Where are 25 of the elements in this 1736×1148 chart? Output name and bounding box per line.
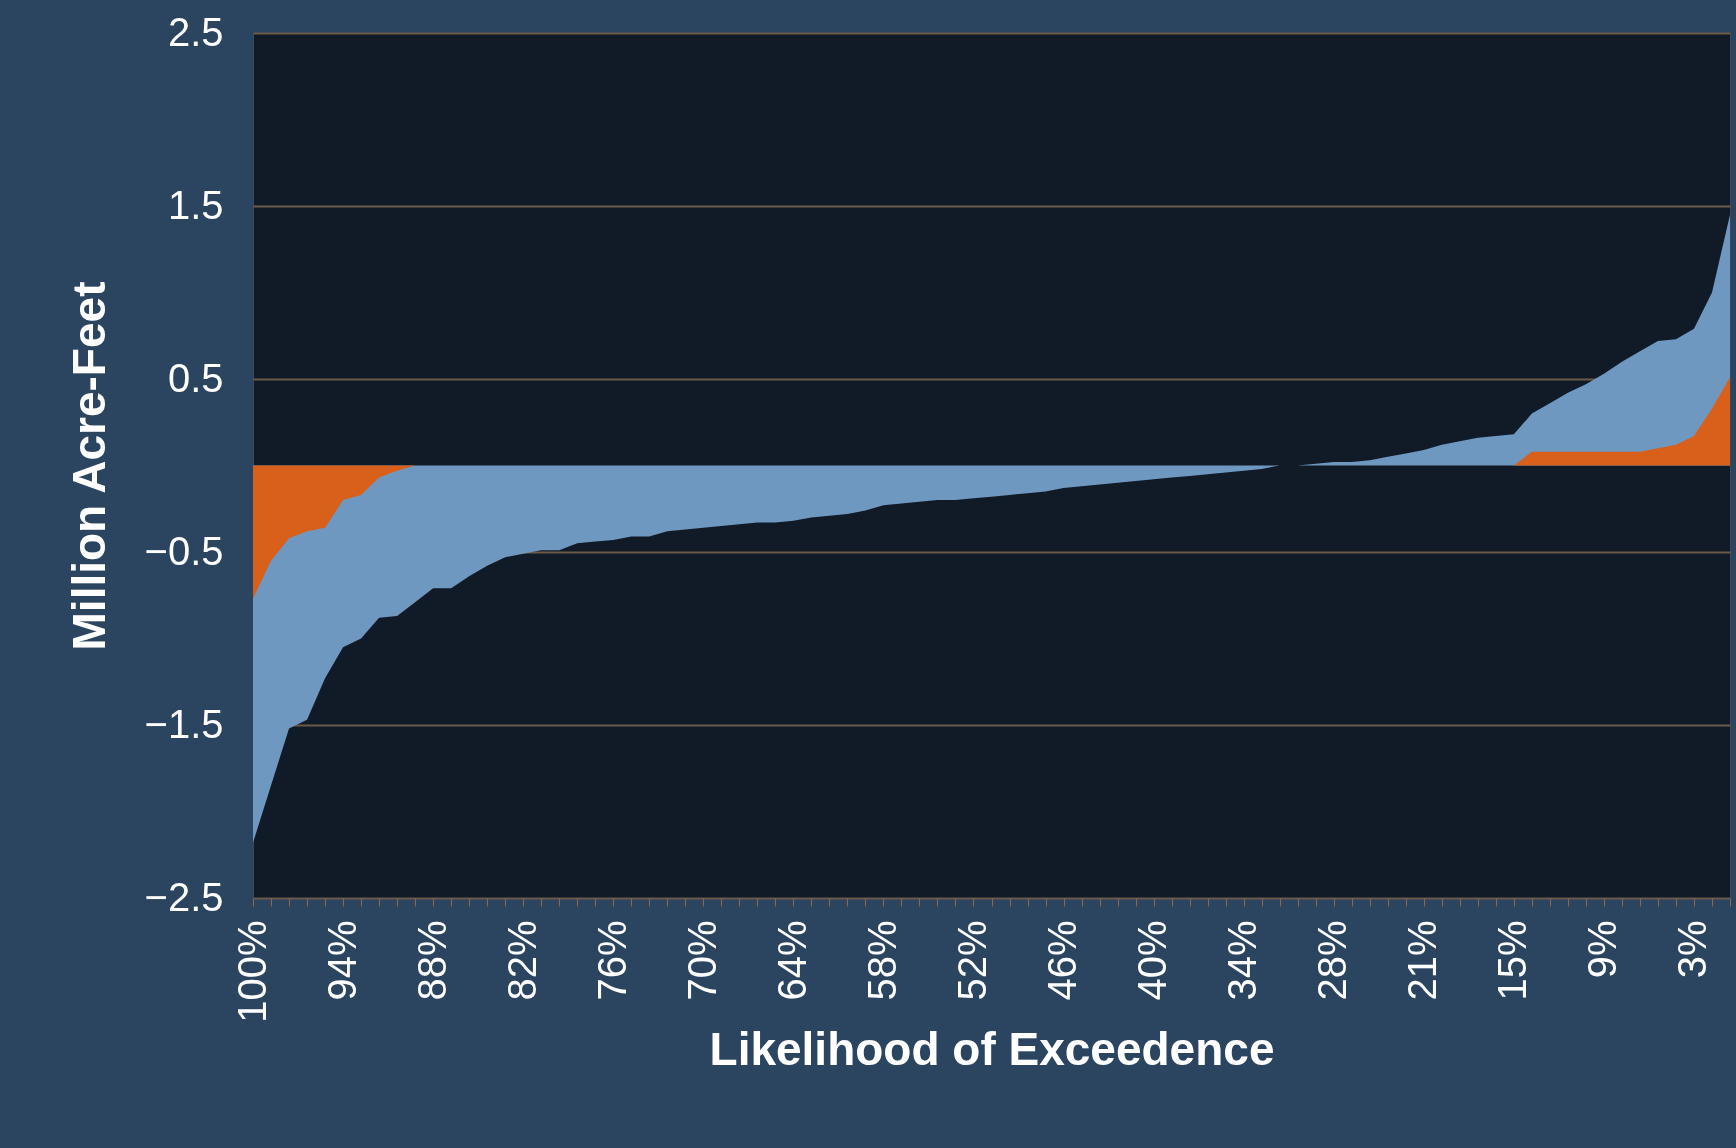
x-tick-label: 9% [1580,920,1625,979]
x-tick-label: 100% [229,920,274,1023]
x-tick-label: 88% [409,920,454,1001]
x-tick-label: 70% [679,920,724,1001]
y-tick-label: 0.5 [167,355,224,400]
x-tick-label: 82% [499,920,544,1001]
y-tick-label: 1.5 [167,182,224,227]
x-tick-label: 40% [1130,920,1175,1001]
y-tick-label: −1.5 [144,701,224,746]
x-tick-label: 76% [589,920,634,1001]
x-tick-label: 52% [949,920,994,1001]
x-tick-label: 28% [1310,920,1355,1001]
x-tick-label: 21% [1400,920,1445,1001]
x-tick-label: 94% [319,920,364,1001]
x-tick-label: 64% [769,920,814,1001]
x-axis-title: Likelihood of Exceedence [709,1022,1275,1075]
x-tick-label: 34% [1220,920,1265,1001]
x-tick-label: 15% [1490,920,1535,1001]
x-tick-label: 58% [859,920,904,1001]
y-axis-title: Million Acre-Feet [62,281,115,651]
y-tick-label: −0.5 [144,528,224,573]
y-tick-label: 2.5 [167,9,224,54]
x-tick-label: 46% [1040,920,1085,1001]
y-tick-label: −2.5 [144,874,224,919]
x-tick-label: 3% [1670,920,1715,979]
